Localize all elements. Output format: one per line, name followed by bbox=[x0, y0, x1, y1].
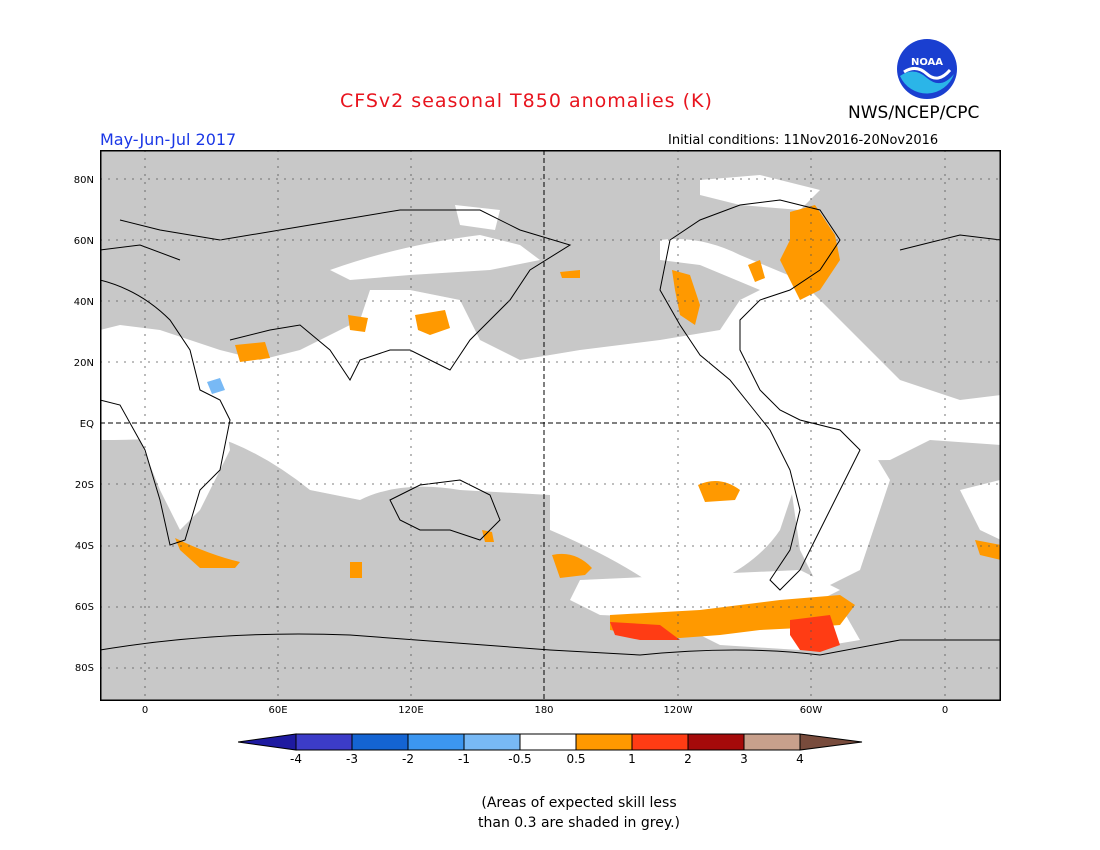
forecast-period: May-Jun-Jul 2017 bbox=[100, 130, 237, 149]
lon-label-120w: 120W bbox=[663, 705, 693, 716]
anomaly-map bbox=[100, 150, 1001, 701]
initial-conditions: Initial conditions: 11Nov2016-20Nov2016 bbox=[668, 133, 939, 148]
colorbar-label-neg2: -2 bbox=[402, 752, 414, 766]
lon-label-0: 0 bbox=[141, 705, 149, 716]
skill-note-line-1: (Areas of expected skill less bbox=[481, 795, 677, 811]
lat-label-40n: 40N bbox=[73, 297, 94, 308]
lon-label-0-east: 0 bbox=[941, 705, 949, 716]
agency-label: NWS/NCEP/CPC bbox=[848, 103, 980, 123]
lat-label-60s: 60S bbox=[74, 602, 94, 613]
colorbar-swatch-9 bbox=[743, 733, 801, 751]
colorbar-swatch-max bbox=[799, 733, 863, 751]
skill-note-line-2: than 0.3 are shaded in grey.) bbox=[478, 815, 681, 831]
colorbar-label-neg05: -0.5 bbox=[508, 752, 532, 766]
lat-label-80s: 80S bbox=[74, 663, 94, 674]
colorbar-swatch-4 bbox=[463, 733, 521, 751]
lon-label-60w: 60W bbox=[799, 705, 823, 716]
colorbar-label-05: 0.5 bbox=[566, 752, 586, 766]
colorbar-swatch-1 bbox=[295, 733, 353, 751]
colorbar-swatch-5 bbox=[519, 733, 577, 751]
colorbar-label-neg4: -4 bbox=[290, 752, 302, 766]
colorbar-swatch-min bbox=[238, 733, 297, 751]
colorbar-label-neg1: -1 bbox=[458, 752, 470, 766]
warm-anomaly-1-2 bbox=[610, 615, 840, 652]
colorbar-label-4: 4 bbox=[796, 752, 804, 766]
lat-label-20n: 20N bbox=[73, 358, 94, 369]
chart-title: CFSv2 seasonal T850 anomalies (K) bbox=[340, 90, 713, 112]
lat-label-60n: 60N bbox=[73, 236, 94, 247]
colorbar-swatch-6 bbox=[575, 733, 633, 751]
lon-label-120e: 120E bbox=[398, 705, 424, 716]
reference-lines bbox=[100, 150, 1001, 701]
colorbar-label-neg3: -3 bbox=[346, 752, 358, 766]
colorbar-swatch-7 bbox=[631, 733, 689, 751]
colorbar-label-1: 1 bbox=[628, 752, 636, 766]
colorbar-label-3: 3 bbox=[740, 752, 748, 766]
colorbar-swatch-2 bbox=[351, 733, 409, 751]
coastlines bbox=[100, 199, 1001, 656]
lon-label-60e: 60E bbox=[268, 705, 288, 716]
cool-anomaly-patch bbox=[207, 378, 225, 394]
skill-note: (Areas of expected skill less than 0.3 a… bbox=[478, 793, 680, 833]
colorbar bbox=[238, 733, 863, 751]
map-frame bbox=[100, 150, 1001, 701]
noaa-logo-icon: NOAA bbox=[897, 39, 957, 99]
colorbar-swatch-8 bbox=[687, 733, 745, 751]
lat-label-eq: EQ bbox=[79, 419, 94, 430]
lat-label-40s: 40S bbox=[74, 541, 94, 552]
svg-text:NOAA: NOAA bbox=[911, 57, 943, 68]
lon-label-180: 180 bbox=[534, 705, 554, 716]
lat-label-20s: 20S bbox=[74, 480, 94, 491]
lat-label-80n: 80N bbox=[73, 175, 94, 186]
colorbar-label-2: 2 bbox=[684, 752, 692, 766]
colorbar-swatch-3 bbox=[407, 733, 465, 751]
